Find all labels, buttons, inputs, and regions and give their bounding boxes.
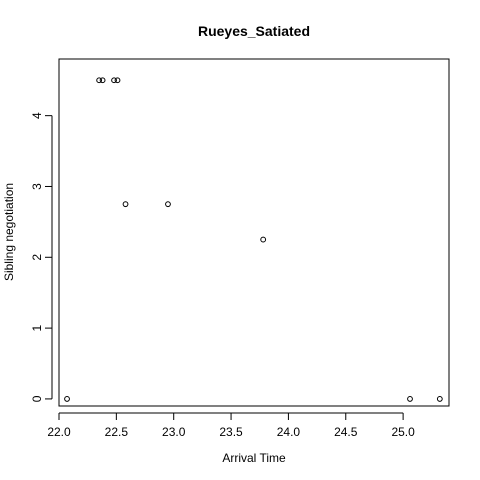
x-tick-label: 24.5 — [334, 425, 358, 439]
data-point — [99, 77, 106, 84]
x-tick-label: 24.0 — [277, 425, 301, 439]
x-axis: 22.0 22.5 23.0 23.5 24.0 24.5 25.0 — [47, 412, 415, 439]
y-tick-label: 0 — [30, 395, 44, 402]
data-point — [111, 77, 117, 84]
data-points — [64, 77, 443, 402]
plot-frame — [58, 58, 450, 407]
x-tick-label: 25.0 — [391, 425, 415, 439]
data-point — [260, 236, 267, 243]
data-point — [165, 201, 171, 208]
x-axis-label: Arrival Time — [222, 451, 286, 465]
y-tick-label: 1 — [30, 324, 44, 331]
y-tick-label: 4 — [30, 112, 44, 119]
data-point — [122, 201, 129, 208]
data-point — [96, 77, 103, 84]
x-tick-label: 22.5 — [105, 425, 129, 439]
x-tick-label: 23.0 — [162, 425, 186, 439]
data-point — [64, 396, 70, 402]
y-axis-label: Sibling negotiation — [2, 183, 16, 281]
data-point — [407, 396, 413, 402]
y-tick-label: 3 — [30, 183, 44, 190]
y-axis: 0 1 2 3 4 — [30, 112, 53, 402]
chart-title: Rueyes_Satiated — [198, 23, 310, 39]
data-point — [114, 77, 121, 84]
y-tick-label: 2 — [30, 254, 44, 261]
data-point — [436, 396, 443, 402]
x-tick-label: 23.5 — [219, 425, 243, 439]
x-tick-label: 22.0 — [47, 425, 71, 439]
